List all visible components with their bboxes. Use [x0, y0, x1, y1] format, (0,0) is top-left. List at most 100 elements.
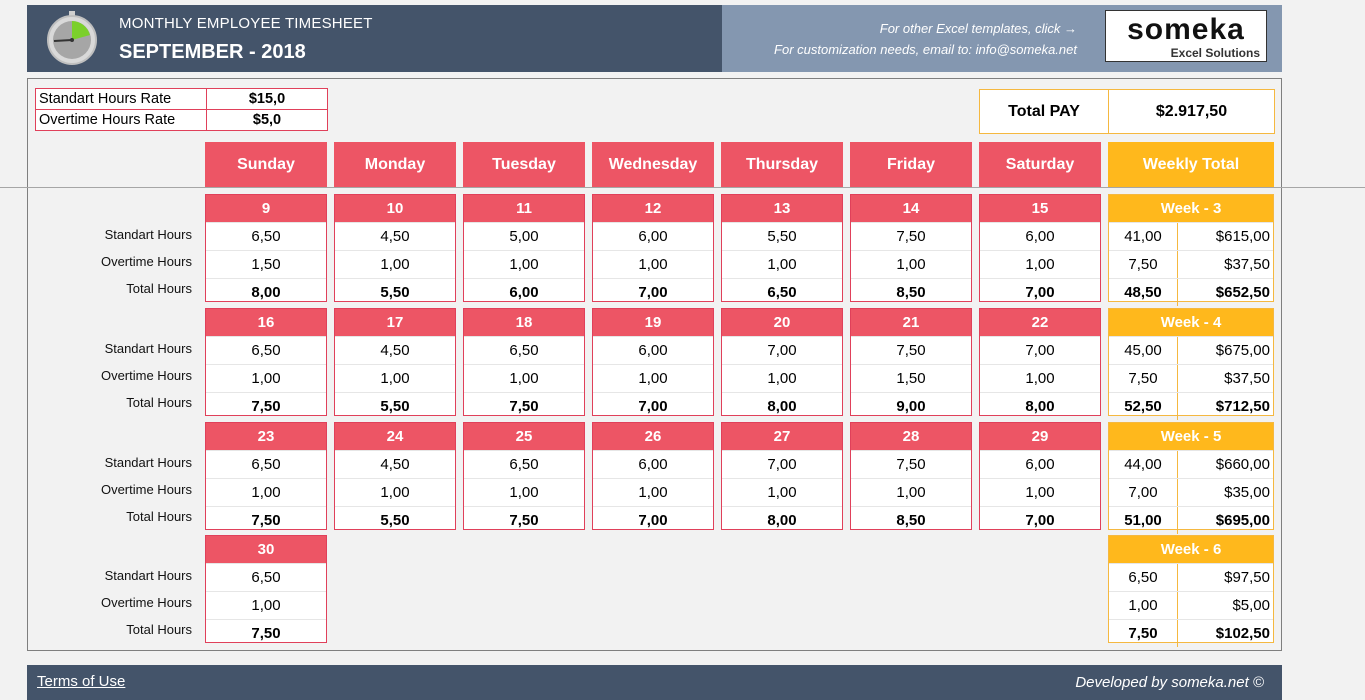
day-cell: 30 6,50 1,00 7,50	[205, 535, 327, 643]
overtime-hours-cell[interactable]: 1,00	[335, 364, 455, 392]
overtime-hours-cell[interactable]: 1,00	[593, 478, 713, 506]
standard-rate-value[interactable]: $15,0	[206, 88, 328, 110]
standard-hours-cell[interactable]: 7,50	[851, 450, 971, 478]
day-cell: 13 5,50 1,00 6,50	[721, 194, 843, 302]
day-date: 13	[722, 195, 842, 222]
weekly-pay: $652,50	[1215, 284, 1270, 301]
overtime-hours-cell[interactable]: 1,00	[722, 478, 842, 506]
weekly-hours: 52,50	[1109, 393, 1178, 420]
standard-hours-cell[interactable]: 5,00	[464, 222, 584, 250]
total-hours-cell: 7,50	[464, 392, 584, 420]
standard-hours-cell[interactable]: 6,00	[593, 222, 713, 250]
weekly-total-cell: Week - 3 41,00 $615,00 7,50 $37,50 48,50 $652,…	[1108, 194, 1274, 306]
overtime-hours-cell[interactable]: 1,00	[593, 250, 713, 278]
standard-hours-cell[interactable]: 6,00	[593, 450, 713, 478]
row-label: Overtime Hours	[100, 368, 192, 383]
overtime-hours-cell[interactable]: 1,00	[851, 250, 971, 278]
overtime-hours-cell[interactable]: 1,00	[206, 478, 326, 506]
day-date: 26	[593, 423, 713, 450]
row-label: Total Hours	[126, 281, 192, 296]
standard-hours-cell[interactable]: 7,50	[851, 222, 971, 250]
total-pay-label: Total PAY	[980, 90, 1109, 133]
sheet-subtitle: MONTHLY EMPLOYEE TIMESHEET	[119, 15, 373, 32]
standard-hours-cell[interactable]: 6,50	[206, 336, 326, 364]
standard-hours-cell[interactable]: 4,50	[335, 222, 455, 250]
day-cell: 25 6,50 1,00 7,50	[463, 422, 585, 530]
overtime-hours-cell[interactable]: 1,00	[593, 364, 713, 392]
overtime-hours-cell[interactable]: 1,00	[464, 250, 584, 278]
standard-hours-cell[interactable]: 6,50	[206, 450, 326, 478]
total-pay-box: Total PAY $2.917,50	[979, 89, 1275, 134]
day-header-tuesday: Tuesday	[463, 142, 585, 187]
standard-hours-cell[interactable]: 6,50	[206, 222, 326, 250]
stopwatch-icon	[47, 11, 97, 65]
row-label: Overtime Hours	[100, 595, 192, 610]
standard-hours-cell[interactable]: 5,50	[722, 222, 842, 250]
developer-credit: Developed by someka.net ©	[1075, 674, 1264, 691]
day-cell: 19 6,00 1,00 7,00	[592, 308, 714, 416]
week-label: Week - 5	[1109, 423, 1273, 450]
overtime-hours-cell[interactable]: 1,00	[722, 250, 842, 278]
standard-hours-cell[interactable]: 6,00	[980, 450, 1100, 478]
overtime-hours-cell[interactable]: 1,00	[464, 364, 584, 392]
day-cell: 22 7,00 1,00 8,00	[979, 308, 1101, 416]
standard-rate-label: Standart Hours Rate	[35, 88, 207, 110]
weekly-pay: $675,00	[1215, 342, 1270, 359]
overtime-hours-cell[interactable]: 1,00	[980, 364, 1100, 392]
standard-hours-cell[interactable]: 6,00	[593, 336, 713, 364]
weekly-row: 7,50 $37,50	[1109, 250, 1273, 278]
day-date: 20	[722, 309, 842, 336]
overtime-hours-cell[interactable]: 1,00	[335, 478, 455, 506]
templates-link[interactable]: For other Excel templates, click →	[879, 21, 1077, 36]
total-hours-cell: 8,00	[206, 278, 326, 306]
day-cell: 28 7,50 1,00 8,50	[850, 422, 972, 530]
overtime-rate-value[interactable]: $5,0	[206, 109, 328, 131]
overtime-hours-cell[interactable]: 1,00	[722, 364, 842, 392]
standard-hours-cell[interactable]: 6,50	[464, 450, 584, 478]
day-cell: 11 5,00 1,00 6,00	[463, 194, 585, 302]
total-hours-cell: 5,50	[335, 278, 455, 306]
standard-hours-cell[interactable]: 6,50	[206, 563, 326, 591]
row-label: Overtime Hours	[100, 482, 192, 497]
row-label: Standart Hours	[104, 341, 192, 356]
weekly-total-cell: Week - 4 45,00 $675,00 7,50 $37,50 52,50 $712,…	[1108, 308, 1274, 420]
standard-hours-cell[interactable]: 7,50	[851, 336, 971, 364]
weekly-hours: 7,50	[1109, 251, 1178, 278]
weekly-row: 7,50 $37,50	[1109, 364, 1273, 392]
overtime-hours-cell[interactable]: 1,00	[464, 478, 584, 506]
standard-hours-cell[interactable]: 7,00	[722, 336, 842, 364]
weekly-row: 41,00 $615,00	[1109, 222, 1273, 250]
day-cell: 9 6,50 1,50 8,00	[205, 194, 327, 302]
terms-of-use-link[interactable]: Terms of Use	[37, 673, 126, 690]
weekly-row: 1,00 $5,00	[1109, 591, 1273, 619]
overtime-hours-cell[interactable]: 1,00	[980, 250, 1100, 278]
overtime-hours-cell[interactable]: 1,00	[206, 364, 326, 392]
total-hours-cell: 7,50	[464, 506, 584, 534]
day-cell: 17 4,50 1,00 5,50	[334, 308, 456, 416]
day-date: 21	[851, 309, 971, 336]
standard-hours-cell[interactable]: 7,00	[980, 336, 1100, 364]
standard-hours-cell[interactable]: 4,50	[335, 450, 455, 478]
day-cell: 20 7,00 1,00 8,00	[721, 308, 843, 416]
divider	[0, 187, 1365, 188]
standard-hours-cell[interactable]: 6,50	[464, 336, 584, 364]
standard-hours-cell[interactable]: 7,00	[722, 450, 842, 478]
day-cell: 10 4,50 1,00 5,50	[334, 194, 456, 302]
row-label: Standart Hours	[104, 568, 192, 583]
row-label: Standart Hours	[104, 455, 192, 470]
weekly-row: 52,50 $712,50	[1109, 392, 1273, 420]
overtime-hours-cell[interactable]: 1,50	[851, 364, 971, 392]
overtime-hours-cell[interactable]: 1,00	[206, 591, 326, 619]
standard-hours-cell[interactable]: 6,00	[980, 222, 1100, 250]
overtime-hours-cell[interactable]: 1,00	[851, 478, 971, 506]
overtime-hours-cell[interactable]: 1,50	[206, 250, 326, 278]
email-link[interactable]: For customization needs, email to: info@…	[774, 42, 1077, 57]
overtime-hours-cell[interactable]: 1,00	[980, 478, 1100, 506]
overtime-hours-cell[interactable]: 1,00	[335, 250, 455, 278]
brand-logo[interactable]: someka Excel Solutions	[1105, 10, 1267, 62]
weekly-hours: 45,00	[1109, 337, 1178, 364]
day-cell: 29 6,00 1,00 7,00	[979, 422, 1101, 530]
weekly-row: 7,00 $35,00	[1109, 478, 1273, 506]
standard-hours-cell[interactable]: 4,50	[335, 336, 455, 364]
total-hours-cell: 5,50	[335, 392, 455, 420]
